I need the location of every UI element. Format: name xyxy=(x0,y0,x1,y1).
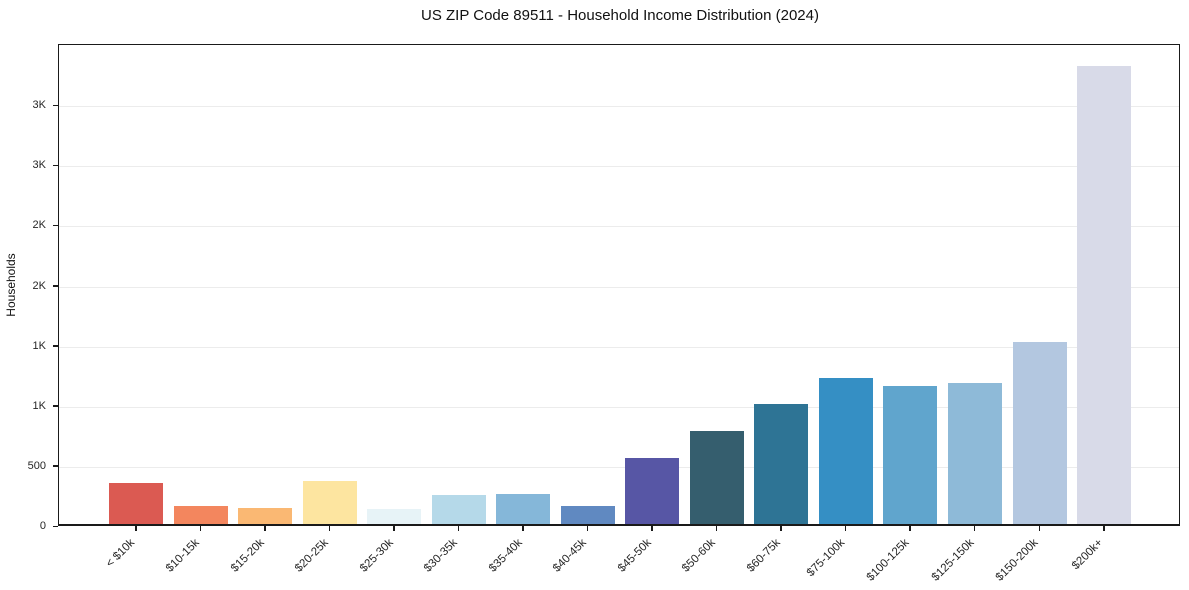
y-tick-mark xyxy=(53,104,58,107)
x-tick-label: $50-60k xyxy=(680,536,719,575)
x-tick-label: $150-200k xyxy=(993,536,1041,584)
x-tick-label: $40-45k xyxy=(551,536,589,575)
bar xyxy=(1012,342,1067,524)
x-tick-label: $10-15k xyxy=(163,536,202,575)
x-tick-mark xyxy=(1103,526,1105,531)
bar xyxy=(560,506,615,524)
y-tick-mark xyxy=(53,345,58,347)
x-tick-label: $25-30k xyxy=(357,536,396,575)
y-tick-label: 1K xyxy=(32,339,46,352)
gridline xyxy=(59,466,1179,468)
gridline xyxy=(59,346,1179,348)
bar xyxy=(883,386,938,524)
y-tick-mark xyxy=(53,465,58,467)
x-tick-mark xyxy=(780,526,782,531)
y-tick-label: 500 xyxy=(27,459,46,472)
x-tick-mark xyxy=(328,526,331,531)
x-tick-mark xyxy=(393,526,395,531)
gridline xyxy=(59,286,1179,288)
bar xyxy=(173,506,228,524)
y-axis: 0 500 1K 1K 2K 2K 3K 3K xyxy=(0,44,58,532)
x-tick-label: $75-100k xyxy=(804,536,848,580)
y-tick-label: 3K xyxy=(32,99,46,112)
bar xyxy=(109,483,163,524)
x-tick-mark xyxy=(264,526,266,531)
y-tick-label: 2K xyxy=(32,219,46,232)
y-tick-mark xyxy=(53,405,58,407)
x-tick-label: $35-40k xyxy=(486,536,525,575)
x-tick-label: $45-50k xyxy=(615,536,654,575)
bar xyxy=(689,430,744,524)
x-tick-label: $125-150k xyxy=(929,536,977,584)
y-tick-label: 3K xyxy=(32,159,46,172)
x-tick-mark xyxy=(973,526,976,531)
gridline xyxy=(59,406,1179,408)
x-tick-mark xyxy=(909,526,911,531)
y-tick-label: 2K xyxy=(32,279,46,292)
y-tick-label: 1K xyxy=(32,399,46,412)
x-tick-label: $200k+ xyxy=(1069,536,1106,573)
y-tick-mark xyxy=(53,525,58,527)
bar xyxy=(625,457,680,524)
bar xyxy=(496,493,551,524)
bar xyxy=(818,377,873,524)
x-tick-mark xyxy=(586,526,589,531)
bar xyxy=(238,508,293,524)
y-tick-label: 0 xyxy=(39,520,46,532)
gridline xyxy=(59,226,1179,228)
y-tick-mark xyxy=(53,164,58,167)
x-tick-label: $100-125k xyxy=(864,536,912,584)
bar xyxy=(367,508,422,524)
chart-title: US ZIP Code 89511 - Household Income Dis… xyxy=(421,7,819,24)
y-tick-mark xyxy=(53,224,58,227)
x-tick-mark xyxy=(457,526,460,531)
bar xyxy=(1077,65,1131,524)
x-tick-label: $15-20k xyxy=(228,536,267,575)
x-tick-label: $60-75k xyxy=(744,536,783,575)
y-tick-mark xyxy=(53,285,58,287)
bar xyxy=(947,383,1002,524)
x-tick-label: $20-25k xyxy=(292,536,331,575)
x-axis: < $10k $10-15k $15-20k $20-25k $25-30k $… xyxy=(58,526,1180,590)
x-tick-mark xyxy=(199,526,201,531)
x-tick-mark xyxy=(844,526,847,531)
bar xyxy=(302,481,357,524)
x-tick-mark xyxy=(135,526,137,531)
x-tick-mark xyxy=(522,526,524,531)
x-tick-mark xyxy=(651,526,653,531)
x-tick-mark xyxy=(1038,526,1040,531)
bar xyxy=(431,495,486,524)
x-tick-label: $30-35k xyxy=(422,536,460,575)
gridline xyxy=(59,166,1179,168)
gridline xyxy=(59,106,1179,108)
x-tick-mark xyxy=(715,526,718,531)
plot-area xyxy=(58,44,1180,526)
bar xyxy=(754,403,809,524)
x-tick-label: < $10k xyxy=(104,536,138,570)
